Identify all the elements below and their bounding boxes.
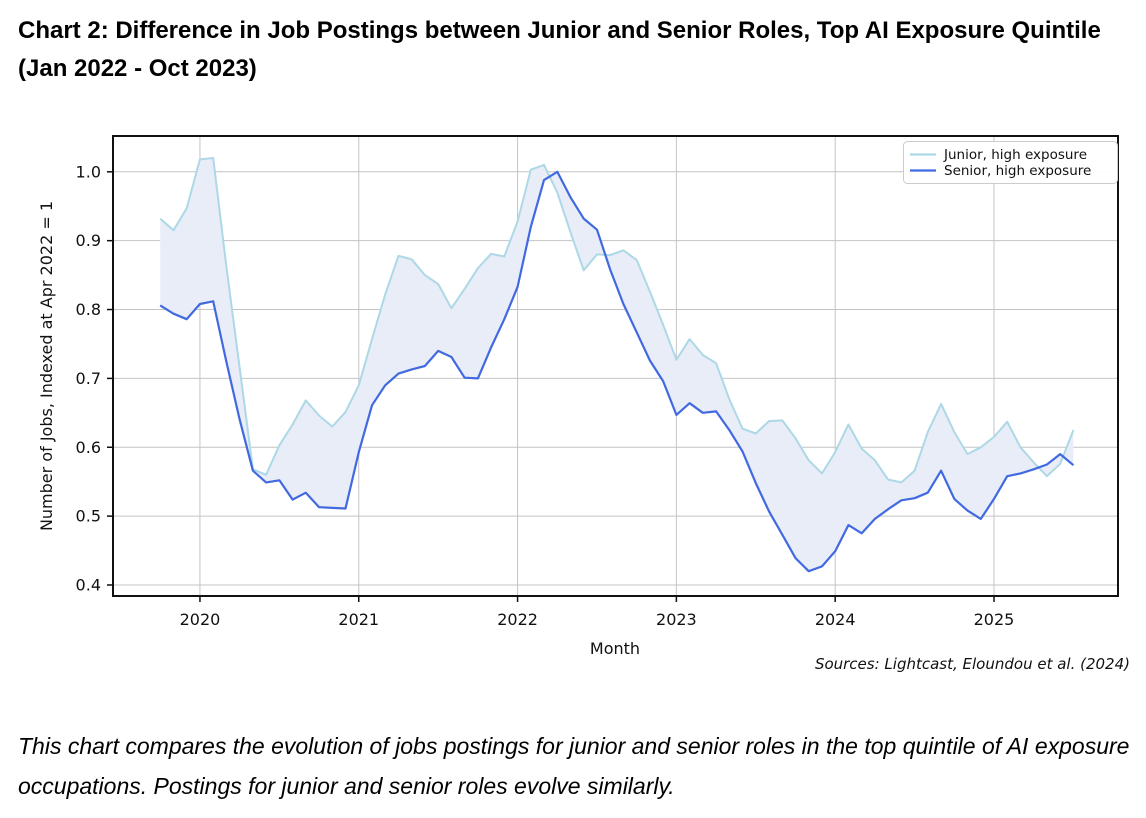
y-tick-label: 0.7 [76,369,101,388]
y-tick-label: 0.9 [76,231,101,250]
y-axis-tick-labels: 0.4 0.5 0.6 0.7 0.8 0.9 1.0 [76,162,101,594]
senior-series-line [159,170,1075,573]
x-axis-tick-labels: 2020 2021 2022 2023 2024 2025 [180,610,1015,629]
plot-border [112,135,1119,597]
chart-title: Chart 2: Difference in Job Postings betw… [18,17,1101,82]
chart-caption: This chart compares the evolution of job… [18,733,1130,799]
y-axis-label: Number of Jobs, Indexed at Apr 2022 = 1 [37,201,56,531]
legend-box [903,141,1118,184]
x-tick-label: 2023 [656,610,697,629]
x-tick-label: 2021 [338,610,379,629]
y-tick-label: 0.6 [76,438,101,457]
y-tick-label: 0.5 [76,507,101,526]
x-axis-label: Month [590,639,640,658]
y-tick-label: 0.4 [76,575,101,594]
x-tick-label: 2022 [497,610,538,629]
junior-series-line [159,157,1075,484]
axis-tick-marks [107,171,995,602]
fill-between-band [160,158,1074,572]
gridlines [113,136,1118,596]
y-tick-label: 1.0 [76,162,101,181]
x-tick-label: 2020 [180,610,221,629]
x-tick-label: 2024 [815,610,856,629]
y-tick-label: 0.8 [76,300,101,319]
sources-note: Sources: Lightcast, Eloundou et al. (202… [815,655,1130,673]
chart-figure: 2020 2021 2022 2023 2024 2025 0.4 0.5 0.6 0.7 0.8… [37,135,1130,673]
legend-label-senior: Senior, high exposure [944,163,1091,179]
x-tick-label: 2025 [974,610,1015,629]
legend-label-junior: Junior, high exposure [943,147,1087,163]
legend: Junior, high exposure Senior, high expos… [903,141,1118,184]
